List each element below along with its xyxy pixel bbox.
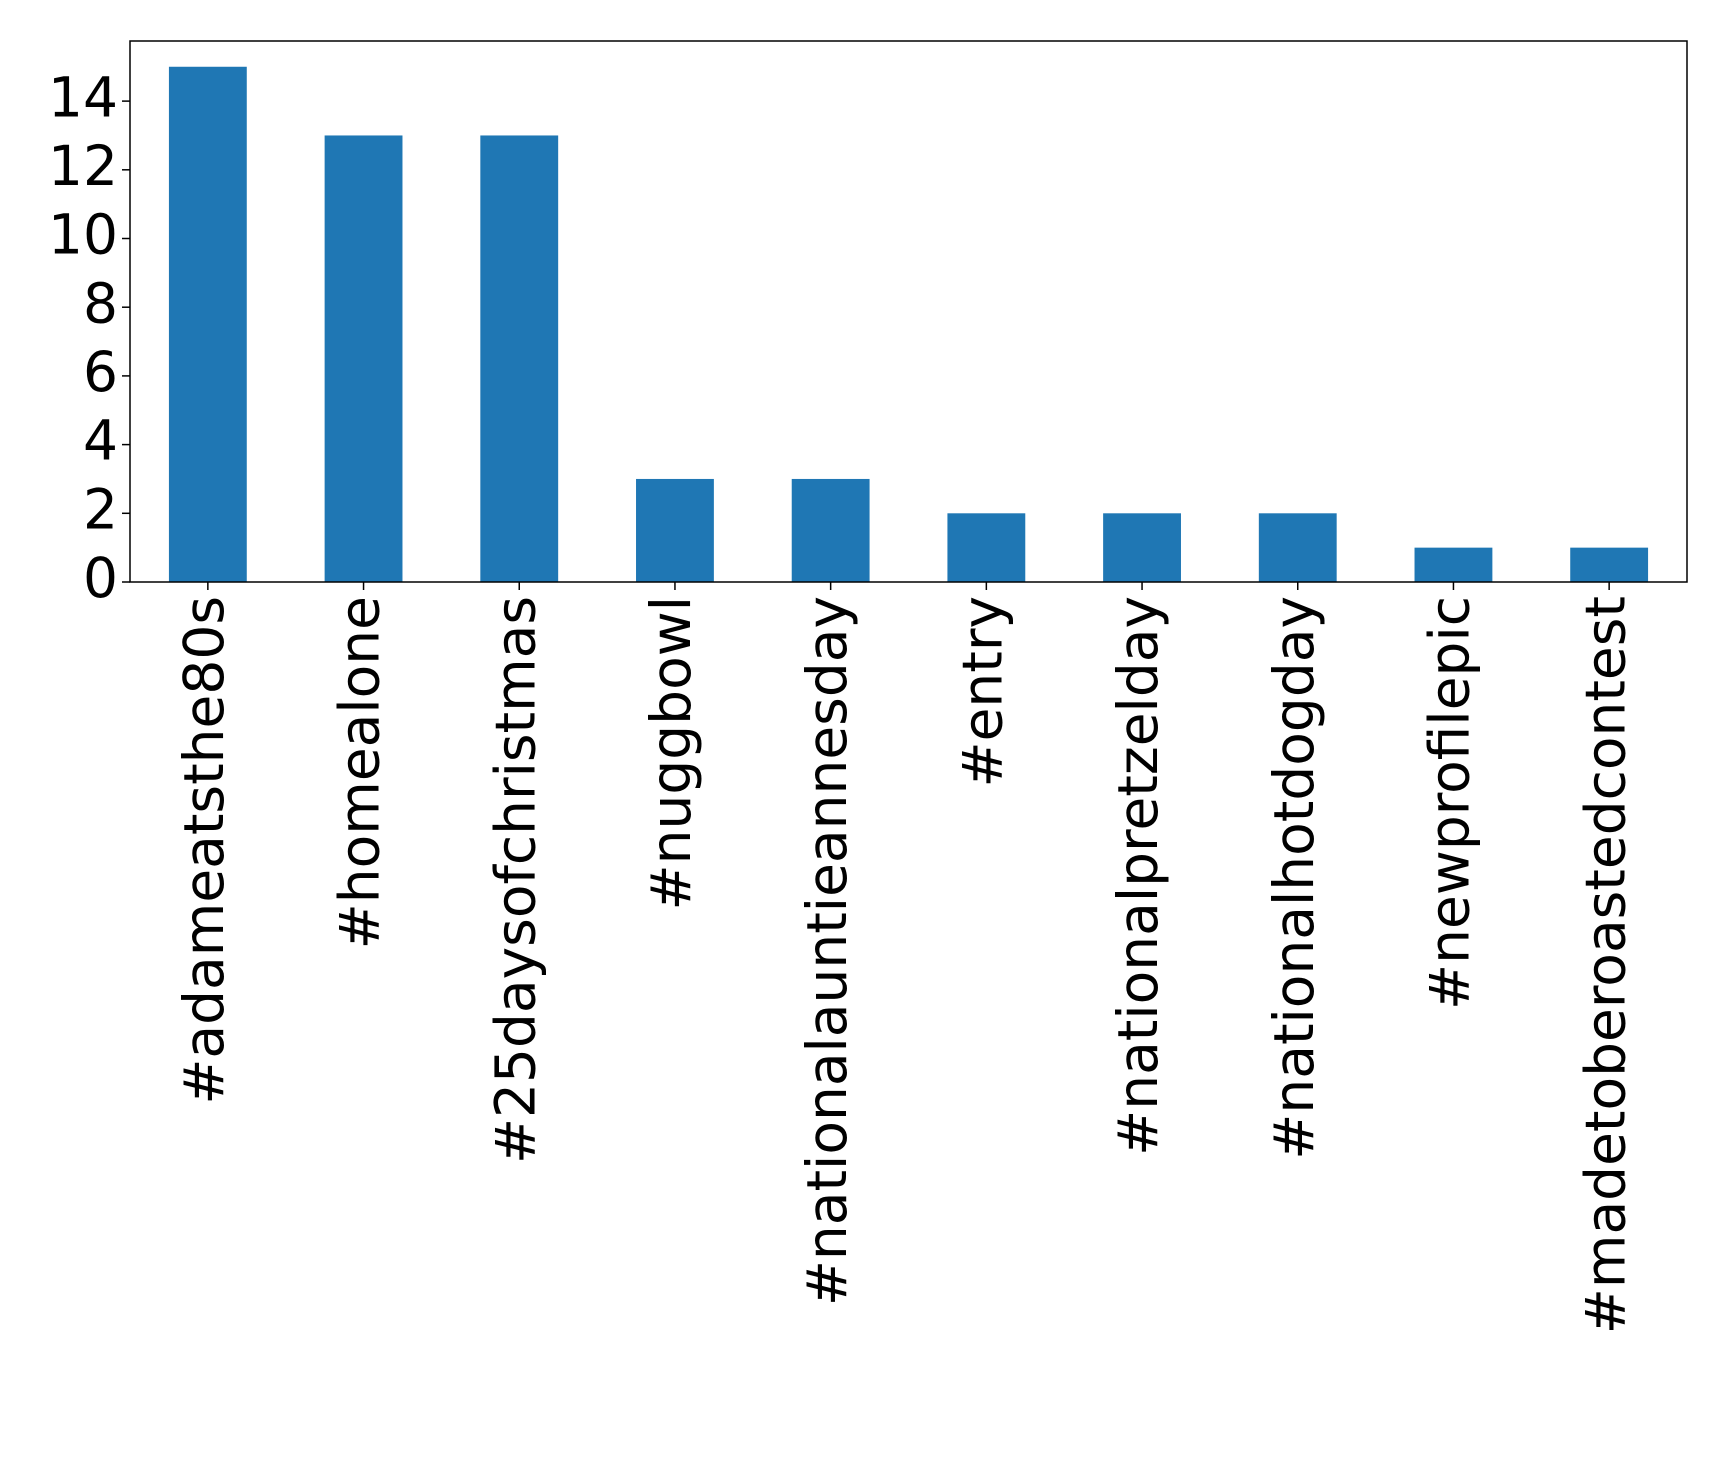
x-tick-label: #entry xyxy=(950,596,1014,788)
x-tick-label: #homealone xyxy=(328,596,392,949)
x-tick-label: #madetoberoastedcontest xyxy=(1573,596,1637,1334)
x-tick-label: #newprofilepic xyxy=(1418,596,1482,1010)
y-tick-label: 0 xyxy=(83,546,118,610)
bar xyxy=(947,513,1026,582)
y-tick-label: 6 xyxy=(83,340,118,404)
plot-frame xyxy=(129,40,1688,583)
bar xyxy=(324,135,403,582)
x-tick-label: #nationalhotdogday xyxy=(1262,596,1326,1160)
x-tick-label: #nuggbowl xyxy=(639,596,703,910)
bar xyxy=(168,66,247,582)
bar xyxy=(791,478,870,582)
y-tick-label: 4 xyxy=(83,409,118,473)
bar xyxy=(636,478,714,582)
x-tick-label: #nationalauntieannesday xyxy=(795,596,859,1306)
bar xyxy=(1570,547,1649,582)
x-tick-label: #25daysofchristmas xyxy=(483,596,547,1164)
bar xyxy=(1103,513,1181,582)
y-tick-label: 8 xyxy=(83,271,118,335)
x-tick-label: #nationalpretzelday xyxy=(1106,596,1170,1156)
y-tick-label: 12 xyxy=(48,134,118,198)
y-tick-label: 10 xyxy=(48,203,118,267)
x-tick-label: #adameatsthe80s xyxy=(172,596,236,1105)
bar xyxy=(1414,547,1493,582)
y-tick-label: 14 xyxy=(48,65,118,129)
y-tick-label: 2 xyxy=(83,477,118,541)
bar xyxy=(480,135,559,582)
bar xyxy=(1258,513,1337,582)
